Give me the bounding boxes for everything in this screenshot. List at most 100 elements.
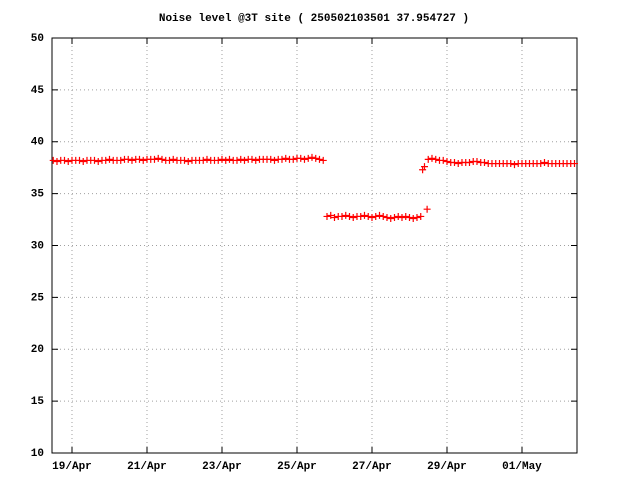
point	[150, 155, 158, 163]
point	[473, 157, 481, 165]
point	[420, 163, 428, 171]
point	[128, 156, 136, 164]
point	[540, 159, 548, 166]
point	[480, 159, 488, 166]
point	[405, 213, 413, 221]
point	[180, 156, 188, 164]
point	[53, 157, 61, 165]
point	[360, 211, 368, 219]
point	[319, 156, 327, 164]
point	[300, 155, 308, 163]
x-tick-label: 29/Apr	[427, 461, 467, 473]
point	[79, 157, 87, 165]
point	[510, 161, 518, 169]
point	[537, 160, 545, 168]
x-tick-label: 25/Apr	[277, 461, 317, 473]
point	[450, 159, 458, 166]
point	[270, 156, 278, 164]
point	[379, 212, 387, 220]
point	[432, 155, 440, 163]
point	[237, 155, 245, 163]
point	[338, 212, 346, 220]
point	[214, 156, 222, 164]
point	[465, 159, 473, 166]
point	[423, 205, 431, 213]
point	[304, 154, 312, 162]
point	[330, 213, 338, 221]
point	[570, 160, 578, 168]
point	[252, 156, 260, 164]
point	[424, 155, 432, 163]
point	[454, 160, 462, 168]
point	[383, 213, 391, 221]
y-tick-label: 50	[31, 33, 44, 45]
point	[64, 157, 72, 165]
point	[218, 155, 226, 163]
point	[49, 156, 57, 164]
point	[315, 155, 323, 163]
point	[233, 156, 241, 164]
point	[124, 155, 132, 163]
point	[349, 213, 357, 221]
point	[368, 213, 376, 221]
point	[409, 215, 417, 223]
point	[278, 155, 286, 163]
point	[60, 156, 68, 164]
point	[342, 211, 350, 219]
point	[443, 157, 451, 165]
point	[372, 212, 380, 220]
point	[345, 212, 353, 220]
y-tick-label: 40	[31, 137, 44, 149]
point	[139, 156, 147, 164]
point	[394, 212, 402, 220]
y-tick-label: 30	[31, 240, 44, 252]
x-tick-label: 21/Apr	[127, 461, 167, 473]
point	[222, 156, 230, 164]
point	[375, 211, 383, 219]
point	[357, 212, 365, 220]
point	[240, 156, 248, 164]
point	[154, 154, 162, 162]
point	[297, 154, 305, 162]
point	[184, 157, 192, 165]
point	[439, 156, 447, 164]
y-tick-label: 25	[31, 292, 45, 304]
point	[327, 211, 335, 219]
point	[94, 157, 102, 165]
x-tick-label: 27/Apr	[352, 461, 392, 473]
plot-border	[51, 37, 578, 454]
point	[312, 154, 320, 162]
y-tick-label: 10	[31, 448, 44, 460]
point	[364, 212, 372, 220]
y-tick-label: 15	[31, 396, 45, 408]
point	[308, 153, 316, 161]
y-tick-label: 45	[31, 85, 45, 97]
point	[267, 155, 275, 163]
x-tick-label: 23/Apr	[202, 461, 242, 473]
point	[323, 212, 331, 220]
x-tick-label: 01/May	[502, 461, 542, 473]
point	[507, 160, 515, 168]
point	[117, 156, 125, 164]
point	[387, 215, 395, 223]
point	[90, 156, 98, 164]
point	[417, 212, 425, 220]
point	[402, 212, 410, 220]
chart-title: Noise level @3T site ( 250502103501 37.9…	[159, 13, 469, 25]
point	[390, 213, 398, 221]
point	[158, 155, 166, 163]
point	[282, 154, 290, 162]
y-tick-label: 20	[31, 344, 44, 356]
x-tick-label: 19/Apr	[52, 461, 92, 473]
point	[398, 213, 406, 221]
point	[169, 155, 177, 163]
point	[75, 156, 83, 164]
point	[165, 156, 173, 164]
point	[102, 156, 110, 164]
point	[413, 213, 421, 221]
point	[203, 155, 211, 163]
point	[428, 154, 436, 162]
point	[105, 155, 113, 163]
